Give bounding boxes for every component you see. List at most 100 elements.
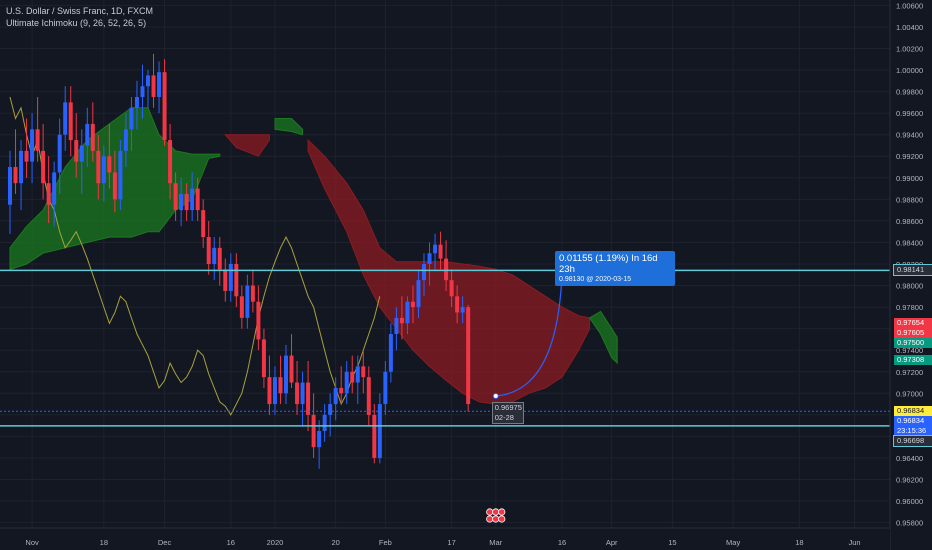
candle-up — [405, 301, 410, 324]
candle-up — [416, 280, 421, 308]
indicator-title[interactable]: Ultimate Ichimoku (9, 26, 52, 26, 5) — [6, 18, 147, 28]
price-tick-label: 0.99200 — [896, 152, 923, 161]
event-icon — [486, 515, 494, 523]
candle-down — [206, 237, 211, 264]
time-tick-label: Apr — [606, 538, 618, 547]
candle-up — [394, 317, 399, 335]
price-tick-label: 1.00400 — [896, 23, 923, 32]
candle-down — [35, 129, 40, 151]
chikou-line — [9, 96, 381, 416]
price-label: 0.97605 — [894, 327, 932, 338]
time-tick-label: 2020 — [267, 538, 284, 547]
bearish-cloud — [307, 138, 591, 405]
measure-tooltip: 0.01155 (1.19%) In 16d 23h 0.98130 @ 202… — [555, 251, 675, 286]
candle-down — [107, 156, 112, 173]
measure-change: 0.01155 (1.19%) In 16d 23h — [559, 253, 658, 275]
time-tick-label: Feb — [379, 538, 392, 547]
event-icon — [492, 515, 500, 523]
candle-down — [217, 247, 222, 270]
candle-down — [399, 317, 404, 324]
price-tick-label: 0.99000 — [896, 174, 923, 183]
price-tick-label: 0.97400 — [896, 346, 923, 355]
candle-up — [422, 264, 426, 281]
candle-down — [449, 280, 454, 297]
candle-down — [24, 150, 29, 162]
candle-down — [41, 150, 46, 184]
candle-down — [339, 387, 344, 394]
candle-down — [278, 377, 283, 394]
candle-up — [85, 123, 90, 146]
candle-down — [366, 377, 371, 415]
bearish-cloud — [224, 134, 270, 157]
candle-down — [350, 371, 355, 383]
candle-up — [344, 371, 349, 394]
candle-down — [223, 269, 228, 291]
candle-up — [79, 145, 84, 162]
price-tick-label: 0.98000 — [896, 282, 923, 291]
candle-down — [250, 285, 255, 302]
candle-up — [57, 134, 62, 173]
time-tick-label: 16 — [558, 538, 566, 547]
candle-up — [460, 307, 465, 313]
candle-up — [427, 253, 432, 264]
candle-up — [179, 193, 184, 211]
event-icon — [498, 508, 506, 516]
candle-up — [19, 150, 24, 184]
price-tick-label: 0.98800 — [896, 195, 923, 204]
candle-up — [245, 285, 250, 318]
candle-up — [328, 404, 333, 415]
time-tick-label: Nov — [25, 538, 39, 547]
candle-down — [438, 244, 443, 259]
price-tick-label: 0.96200 — [896, 476, 923, 485]
candle-down — [74, 140, 79, 162]
candle-up — [118, 150, 123, 200]
cursor-price-date: 02-28 — [494, 413, 514, 422]
time-axis-bg — [0, 528, 890, 550]
candle-down — [184, 193, 189, 211]
candle-down — [151, 75, 156, 97]
candle-up — [101, 156, 106, 184]
candle-down — [444, 258, 449, 281]
event-icon — [492, 508, 500, 516]
candle-up — [30, 129, 35, 162]
projection-curve — [495, 271, 563, 397]
symbol-title[interactable]: U.S. Dollar / Swiss Franc, 1D, FXCM — [6, 6, 154, 16]
price-tick-label: 0.98400 — [896, 238, 923, 247]
candle-up — [322, 414, 327, 432]
time-tick-label: 16 — [227, 538, 235, 547]
event-icon — [498, 515, 506, 523]
candle-up — [146, 75, 150, 87]
price-label: 0.97308 — [894, 355, 932, 366]
candle-up — [8, 167, 12, 205]
candle-down — [295, 382, 300, 405]
time-tick-label: Jun — [849, 538, 861, 547]
horizontal-lines[interactable] — [0, 269, 890, 427]
candle-down — [261, 339, 266, 378]
time-axis[interactable]: Nov 18 Dec 16 2020 20 Feb 17 Mar 16 Apr 15 May 18 Jun — [0, 527, 890, 550]
candle-up — [129, 107, 134, 130]
chart-legend: U.S. Dollar / Swiss Franc, 1D, FXCM Ulti… — [6, 5, 153, 29]
candle-up — [433, 244, 438, 254]
candle-up — [377, 404, 382, 458]
candle-down — [289, 355, 294, 383]
candle-down — [410, 301, 415, 308]
price-label: 0.97654 — [894, 317, 932, 328]
candle-down — [256, 301, 261, 340]
candle-up — [228, 264, 233, 291]
time-tick-label: May — [726, 538, 740, 547]
price-tick-label: 1.00600 — [896, 1, 923, 10]
ichimoku-clouds — [9, 107, 618, 405]
candle-up — [140, 86, 145, 97]
price-label: 23:15:36 — [894, 426, 932, 437]
candle-up — [284, 355, 288, 394]
price-tick-label: 0.99400 — [896, 131, 923, 140]
price-tick-label: 0.96000 — [896, 497, 923, 506]
event-markers[interactable] — [486, 508, 506, 523]
candle-down — [267, 377, 272, 405]
time-tick-label: Dec — [158, 538, 172, 547]
candle-down — [311, 414, 316, 448]
price-tick-label: 0.97200 — [896, 368, 923, 377]
price-tick-label: 1.00200 — [896, 44, 923, 53]
time-tick-label: 18 — [795, 538, 803, 547]
